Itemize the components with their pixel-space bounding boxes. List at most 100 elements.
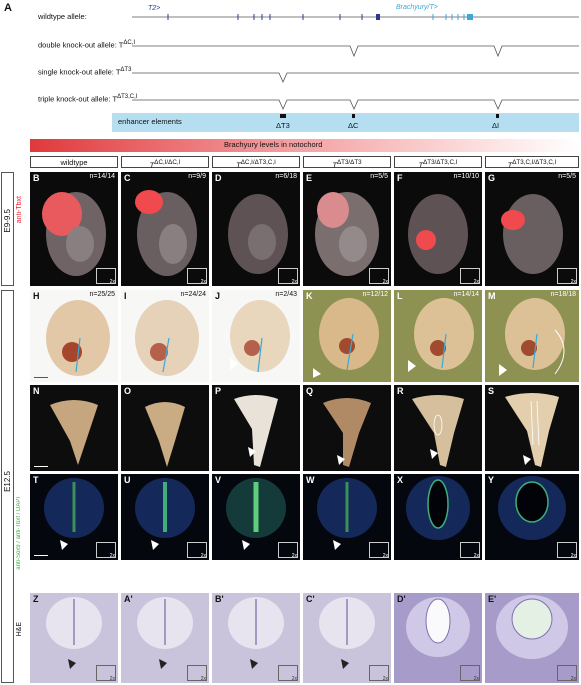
tail-image [50,400,98,465]
panel-i: I n=24/24 [121,290,209,382]
inset-2x: 2x [460,542,480,559]
panel-e-prime: E' 2x [485,593,579,683]
panel-a-prime: A' 2x [121,593,209,683]
panel-letter: V [215,475,222,485]
brachyury-gene-label: Brachyury/T> [396,4,438,11]
embryo-image [46,300,110,376]
allele-triple-ko: triple knock-out allele: TΔT3,C,I [38,94,138,104]
panel-y: Y 2x [485,474,579,560]
stage-box-e12: E12.5 [1,290,14,683]
panel-j: J n=2/43 [212,290,300,382]
sample-count: n=12/12 [362,291,389,298]
panel-letter: I [124,291,127,301]
panel-letter: B' [215,594,224,604]
panel-letter: E' [488,594,497,604]
section-image [135,478,195,550]
panel-k: K n=12/12 [303,290,391,382]
panel-letter: S [488,386,495,396]
panel-letter: W [306,475,315,485]
enhancer-marks [280,114,499,118]
embryo-image [315,192,379,276]
inset-2x: 2x [557,542,577,559]
inset-2x: 2x [460,268,480,285]
inset-2x: 2x [187,542,207,559]
sample-count: n=10/10 [453,173,480,180]
panel-u: U 2x [121,474,209,560]
sample-count: n=6/18 [275,173,297,180]
sample-count: n=24/24 [180,291,207,298]
panel-r: R [394,385,482,471]
allele-wildtype: wildtype allele: [38,12,87,21]
section-image [317,478,377,550]
panel-d-prime: D' 2x [394,593,482,683]
stage-label-e12: E12.5 [3,471,12,492]
panel-z: Z 2x [30,593,118,683]
sample-count: n=9/9 [188,173,206,180]
panel-letter: G [488,173,496,183]
t2-gene-label: T2> [148,5,161,12]
panel-letter: H [33,291,40,301]
panel-letter: Z [33,594,39,604]
brachyury-gene-exons [432,14,465,20]
panel-p: P [212,385,300,471]
inset-2x: 2x [96,268,116,285]
panel-letter: Y [488,475,495,485]
panel-letter: R [397,386,404,396]
panel-letter: U [124,475,131,485]
enhancer-box [112,113,579,132]
inset-2x: 2x [96,665,116,682]
tail-image [505,393,559,467]
panel-letter: M [488,291,496,301]
brachyury-gradient [30,139,579,152]
panel-letter: C [124,173,131,183]
stage-box-e9: E9-9.5 [1,172,14,286]
tail-image [412,395,464,467]
panel-letter: N [33,386,40,396]
panel-letter: J [215,291,221,301]
embryo-image [501,194,563,274]
panel-f: F n=10/10 2x [394,172,482,286]
panel-q: Q [303,385,391,471]
scale-bar [34,555,48,556]
panel-l: L n=14/14 [394,290,482,382]
t2-gene-exons [167,14,363,20]
inset-2x: 2x [557,665,577,682]
he-image [137,597,193,669]
panel-h: H n=25/25 [30,290,118,382]
panel-label-a: A [4,2,12,14]
panel-letter: A' [124,594,133,604]
he-image [496,595,568,659]
panel-s: S [485,385,579,471]
panel-c-prime: C' 2x [303,593,391,683]
panel-letter: T [33,475,39,485]
embryo-image [313,298,379,378]
enhancer-i: ΔI [492,121,500,130]
panel-letter: B [33,173,40,183]
sample-count: n=18/18 [550,291,577,298]
panel-x: X 2x [394,474,482,560]
genotype-wildtype: wildtype [30,156,118,168]
side-label-he: H&E [16,622,23,637]
panel-letter: O [124,386,132,396]
scale-bar [34,466,48,467]
embryo-image [135,190,197,276]
sample-count: n=5/5 [558,173,576,180]
sample-count: n=25/25 [89,291,116,298]
section-image [44,478,104,550]
scale-bar [34,377,48,378]
panel-letter: X [397,475,404,485]
inset-2x: 2x [278,665,298,682]
panel-o: O [121,385,209,471]
panel-m: M n=18/18 [485,290,579,382]
genotype-dt3ci-dt3ci: TΔT3,C,I/ΔT3,C,I [485,156,579,170]
embryo-image [408,194,468,274]
panel-t: T 2x [30,474,118,560]
sample-count: n=2/43 [275,291,297,298]
inset-2x: 2x [187,268,207,285]
genotype-dci-dci: TΔC,I/ΔC,I [121,156,209,170]
panel-n: N [30,385,118,471]
panel-w: W 2x [303,474,391,560]
panel-letter: K [306,291,313,301]
enhancer-t3: ΔT3 [276,121,290,130]
panel-letter: E [306,173,313,183]
